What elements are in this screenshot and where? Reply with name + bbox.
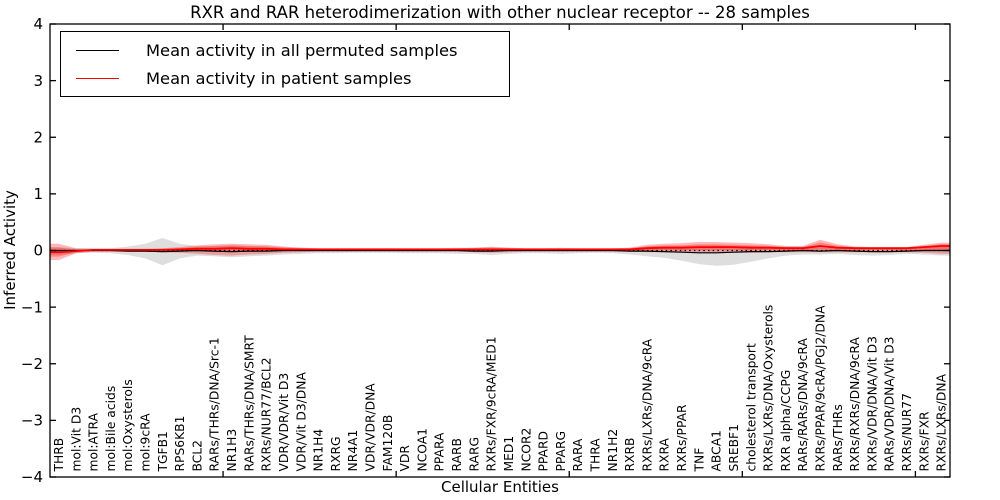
x-tick-label: RARs/VDR/DNA/Vit D3 <box>883 337 897 472</box>
x-tick-label: TGFB1 <box>156 431 170 472</box>
x-tick-label: TNF <box>692 448 706 473</box>
x-tick-label: mol:9cRA <box>139 413 153 472</box>
x-tick-label: NR1H4 <box>312 429 326 472</box>
x-tick-label: PPARD <box>537 431 551 471</box>
x-tick-label: RXR alpha/CCPG <box>779 370 793 472</box>
x-tick-label: RARA <box>571 438 585 472</box>
y-tick-label: 4 <box>33 15 43 33</box>
x-tick-label: PPARA <box>433 432 447 472</box>
x-tick-label: VDR/VDR/Vit D3 <box>277 373 291 472</box>
y-tick-label: −3 <box>21 412 43 430</box>
x-tick-label: FAM120B <box>381 415 395 472</box>
x-tick-label: NR4A1 <box>346 430 360 472</box>
x-tick-label: mol:ATRA <box>87 412 101 471</box>
legend-entry-patient: Mean activity in patient samples <box>61 69 509 88</box>
x-tick-label: THRB <box>52 438 66 473</box>
x-tick-label: RARs/RARs/DNA/9cRA <box>796 338 810 472</box>
x-tick-label: RXRs/RXRs/DNA/9cRA <box>848 337 862 472</box>
y-tick-label: 0 <box>33 242 43 260</box>
permuted-mean-line <box>50 249 950 254</box>
x-tick-label: RARB <box>450 438 464 471</box>
x-tick-label: RARG <box>467 437 481 472</box>
x-tick-label: THRA <box>589 438 603 473</box>
x-tick-label: VDR/Vit D3/DNA <box>294 372 308 472</box>
x-tick-label: RPS6KB1 <box>173 416 187 472</box>
y-tick-label: 2 <box>33 128 43 146</box>
x-tick-label: RXRG <box>329 436 343 471</box>
x-tick-label: PPARG <box>554 431 568 472</box>
y-tick-label: 1 <box>33 185 43 203</box>
legend-entry-permuted: Mean activity in all permuted samples <box>61 41 509 60</box>
x-tick-label: RARs/THRs/DNA/SMRT <box>242 335 256 472</box>
legend-line-patient <box>76 77 119 79</box>
patient-mean-line <box>50 245 950 254</box>
x-tick-label: RXRs/PPAR/9cRA/PGJ2/DNA <box>814 305 828 472</box>
y-tick-label: −4 <box>21 468 43 486</box>
legend-label-patient: Mean activity in patient samples <box>146 68 412 88</box>
x-tick-label: ABCA1 <box>710 430 724 471</box>
x-tick-label: RXRs/NUR77 <box>900 393 914 471</box>
x-tick-label: NR1H3 <box>225 429 239 472</box>
x-tick-label: NCOR2 <box>519 428 533 472</box>
y-tick-label: −1 <box>21 298 43 316</box>
x-tick-label: MED1 <box>502 436 516 472</box>
x-tick-label: RARs/THRs/DNA/Src-1 <box>208 337 222 471</box>
x-tick-label: RXRB <box>623 438 637 472</box>
x-tick-label: RXRs/FXR <box>917 411 931 472</box>
x-tick-label: cholesterol transport <box>744 343 758 471</box>
y-tick-label: −2 <box>21 355 43 373</box>
x-tick-label: mol:Oxysterols <box>121 379 135 471</box>
y-tick-label: 3 <box>33 72 43 90</box>
x-tick-label: NCOA1 <box>415 428 429 471</box>
legend-label-permuted: Mean activity in all permuted samples <box>146 40 458 60</box>
x-tick-label: RARs/THRs <box>831 404 845 471</box>
x-tick-label: VDR <box>398 445 412 472</box>
legend-box: Mean activity in all permuted samples Me… <box>60 31 510 97</box>
x-tick-label: RXRs/PPAR <box>675 404 689 472</box>
x-tick-label: mol:Vit D3 <box>69 407 83 472</box>
x-tick-label: RXRs/VDR/DNA/Vit D3 <box>865 336 879 471</box>
x-tick-label: RXRs/LXRs/DNA/Oxysterols <box>762 305 776 472</box>
x-tick-label: SREBF1 <box>727 424 741 471</box>
x-tick-label: RXRs/LXRs/DNA <box>935 373 949 471</box>
x-tick-label: BCL2 <box>190 440 204 471</box>
x-tick-label: RXRs/LXRs/DNA/9cRA <box>640 338 654 471</box>
x-tick-label: RXRs/NUR77/BCL2 <box>260 357 274 471</box>
x-axis-label: Cellular Entities <box>441 478 559 496</box>
chart-title: RXR and RAR heterodimerization with othe… <box>190 3 810 22</box>
x-tick-label: RXRs/FXR/9cRA/MED1 <box>485 336 499 471</box>
permuted-band <box>50 238 950 266</box>
x-tick-label: NR1H2 <box>606 429 620 472</box>
legend-line-permuted <box>76 49 119 51</box>
x-tick-label: RXRA <box>658 437 672 471</box>
x-tick-label: mol:Bile acids <box>104 386 118 472</box>
x-tick-label: VDR/VDR/DNA <box>364 383 378 472</box>
